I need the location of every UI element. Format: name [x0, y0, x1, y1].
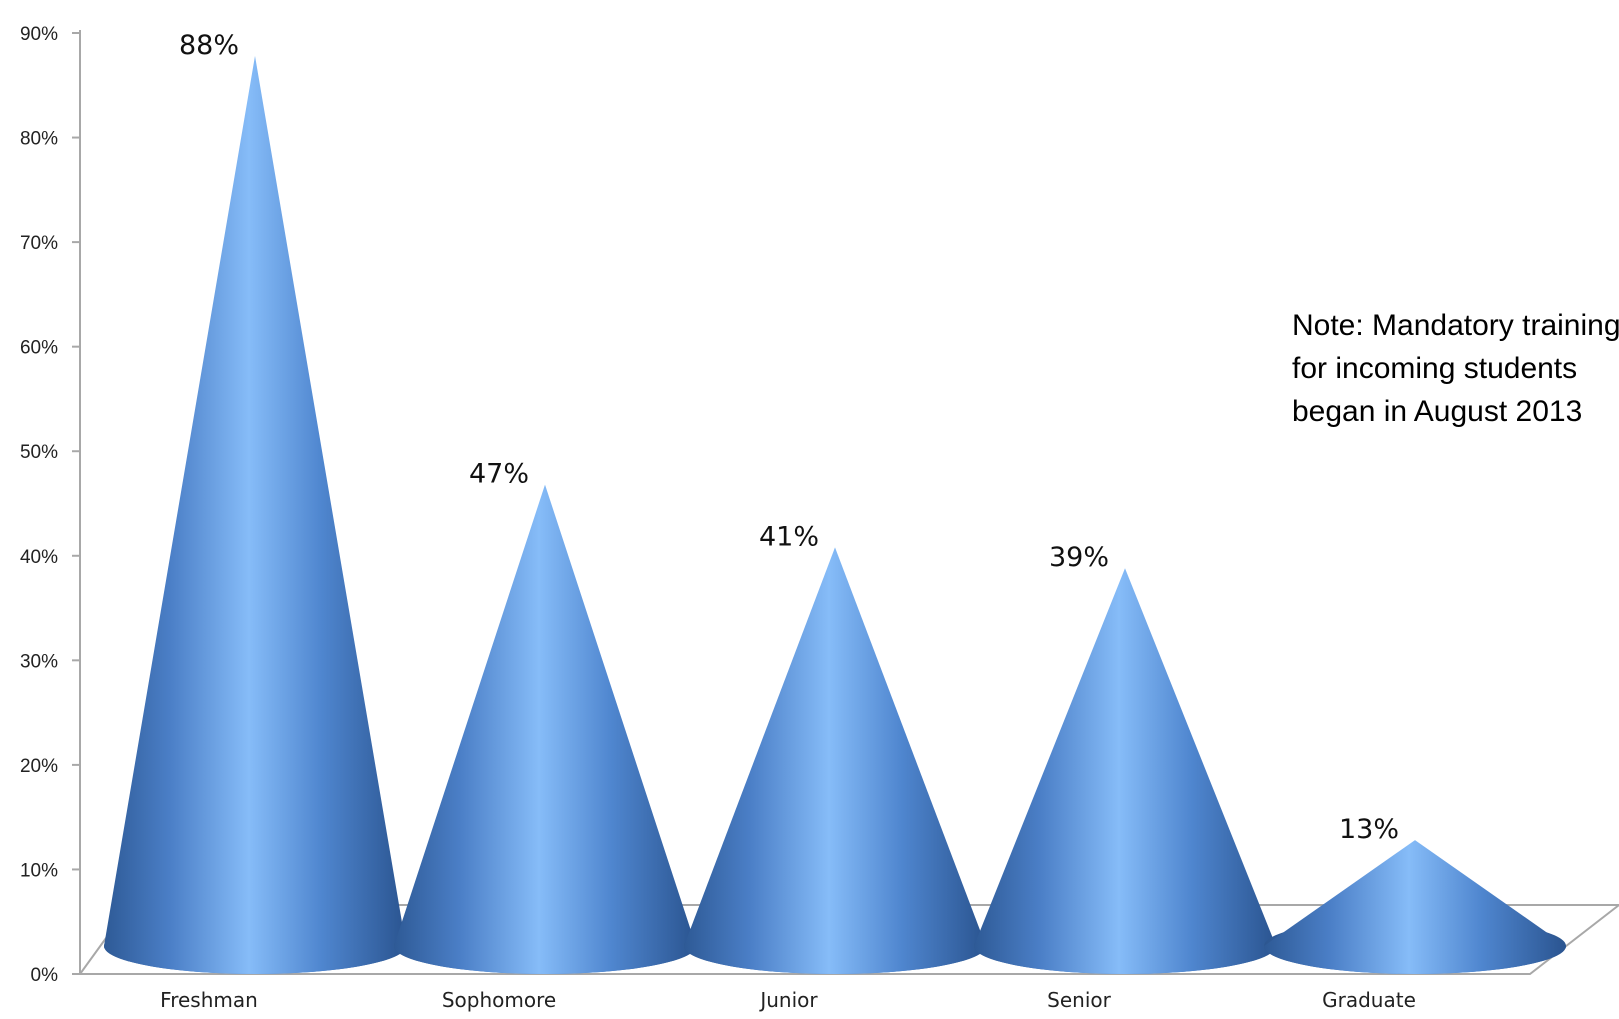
category-label-junior: Junior	[758, 988, 818, 1012]
cone-sophomore	[394, 484, 696, 974]
data-label-graduate: 13%	[1339, 814, 1399, 845]
annotation-line-3: began in August 2013	[1292, 395, 1582, 428]
y-tick-label: 80%	[20, 129, 58, 150]
y-tick-label: 70%	[20, 233, 58, 254]
cone-junior	[684, 547, 986, 974]
y-tick-label: 0%	[31, 965, 59, 986]
y-axis-ticks: 0% 10% 20% 30% 40% 50% 60% 70% 80% 90%	[20, 24, 80, 986]
y-tick-label: 10%	[20, 860, 58, 881]
y-tick-label: 40%	[20, 547, 58, 568]
category-labels: Freshman Sophomore Junior Senior Graduate	[160, 988, 1416, 1012]
y-tick-label: 90%	[20, 24, 58, 45]
cone-freshman	[104, 55, 406, 974]
y-tick-label: 60%	[20, 338, 58, 359]
category-label-freshman: Freshman	[160, 988, 258, 1012]
data-label-junior: 41%	[759, 521, 819, 552]
annotation-line-2: for incoming students	[1292, 352, 1577, 385]
data-label-sophomore: 47%	[469, 459, 529, 490]
category-label-senior: Senior	[1047, 988, 1111, 1012]
y-tick-label: 20%	[20, 756, 58, 777]
category-label-sophomore: Sophomore	[442, 988, 556, 1012]
data-label-senior: 39%	[1049, 542, 1109, 573]
cone-body	[394, 484, 696, 974]
cone-graduate	[1264, 840, 1566, 974]
y-tick-label: 30%	[20, 651, 58, 672]
cone-body	[1264, 840, 1566, 974]
cone-body	[974, 568, 1276, 974]
cone-marks	[104, 55, 1566, 974]
y-tick-label: 50%	[20, 442, 58, 463]
data-labels: 88% 47% 41% 39% 13%	[179, 30, 1399, 845]
category-label-graduate: Graduate	[1322, 988, 1416, 1012]
annotation-line-1: Note: Mandatory training	[1292, 309, 1619, 342]
annotation-note: Note: Mandatory training for incoming st…	[1292, 309, 1619, 428]
cone-body	[684, 547, 986, 974]
cone-body	[104, 55, 406, 974]
data-label-freshman: 88%	[179, 30, 239, 61]
cone-senior	[974, 568, 1276, 974]
